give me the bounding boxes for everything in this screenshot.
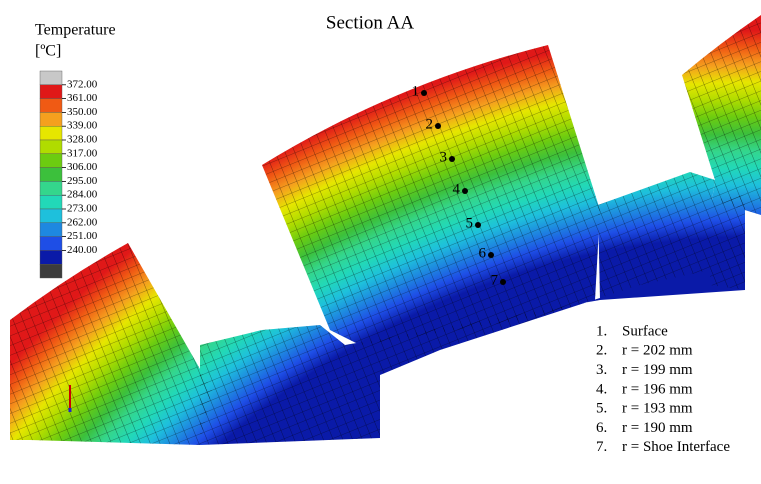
point-marker — [500, 279, 506, 285]
legend-label: 317.00 — [67, 147, 98, 159]
legend-swatch — [40, 264, 62, 278]
legend-label: 262.00 — [67, 216, 98, 228]
list-marker: 3. — [596, 362, 607, 378]
legend-swatch — [40, 99, 62, 113]
list-description: r = Shoe Interface — [622, 439, 730, 455]
legend-label: 372.00 — [67, 78, 98, 90]
point-marker — [421, 90, 427, 96]
legend-swatch — [40, 140, 62, 154]
legend-label: 273.00 — [67, 203, 98, 215]
legend-label: 350.00 — [67, 106, 98, 118]
list-marker: 6. — [596, 420, 607, 436]
point-marker — [449, 156, 455, 162]
list-description: Surface — [622, 323, 668, 339]
point-label: 1 — [412, 83, 420, 99]
point-marker — [488, 252, 494, 258]
list-description: r = 193 mm — [622, 401, 693, 417]
legend-swatch — [40, 209, 62, 223]
point-label: 5 — [466, 215, 474, 231]
legend-swatch — [40, 181, 62, 195]
legend-label: 251.00 — [67, 230, 98, 242]
point-marker — [435, 123, 441, 129]
point-label: 7 — [491, 272, 499, 288]
list-description: r = 196 mm — [622, 381, 693, 397]
point-label: 4 — [453, 181, 461, 197]
legend-swatch — [40, 85, 62, 99]
legend-label: 339.00 — [67, 120, 98, 132]
list-description: r = 190 mm — [622, 420, 693, 436]
legend-swatch — [40, 71, 62, 85]
legend-unit: [ºC] — [35, 43, 61, 60]
point-label: 3 — [440, 149, 448, 165]
list-description: r = 202 mm — [622, 343, 693, 359]
screen: Section AA Temperature [ºC] 372.00 361.00… — [0, 0, 761, 484]
legend-label: 240.00 — [67, 244, 98, 256]
list-marker: 2. — [596, 343, 607, 359]
point-label: 2 — [426, 116, 434, 132]
point-marker — [462, 188, 468, 194]
point-label: 6 — [479, 245, 487, 261]
legend-swatch — [40, 223, 62, 237]
title: Section AA — [326, 12, 414, 33]
legend-swatch — [40, 168, 62, 182]
legend-swatch — [40, 126, 62, 140]
legend-swatch — [40, 154, 62, 168]
list-marker: 5. — [596, 401, 607, 417]
legend-swatch — [40, 237, 62, 251]
legend-label: 306.00 — [67, 161, 98, 173]
point-marker — [475, 222, 481, 228]
list-marker: 7. — [596, 439, 607, 455]
point-list: 1. Surface 2. r = 202 mm 3. r = 199 mm 4. r = 1… — [596, 323, 730, 455]
mesh — [262, 45, 600, 345]
legend-label: 361.00 — [67, 92, 98, 104]
list-marker: 1. — [596, 323, 607, 339]
legend-swatch — [40, 195, 62, 209]
legend-label: 284.00 — [67, 189, 98, 201]
list-description: r = 199 mm — [622, 362, 693, 378]
legend-swatch — [40, 250, 62, 264]
list-marker: 4. — [596, 381, 607, 397]
legend-title: Temperature — [35, 22, 116, 39]
legend-label: 295.00 — [67, 175, 98, 187]
legend-label: 328.00 — [67, 134, 98, 146]
legend-swatch — [40, 112, 62, 126]
